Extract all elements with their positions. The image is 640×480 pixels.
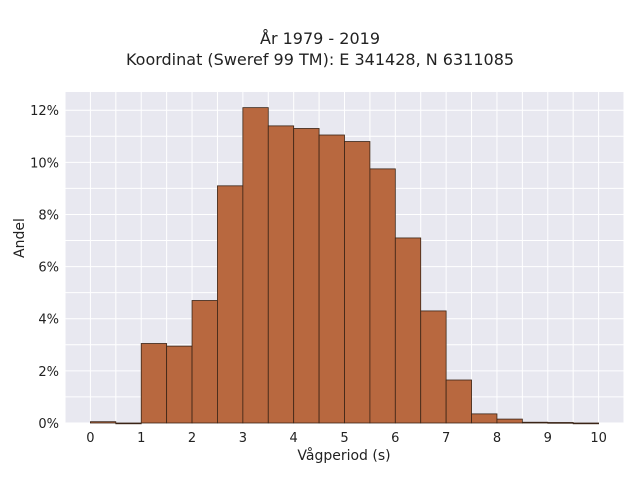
histogram-bar xyxy=(420,310,447,424)
histogram-bar xyxy=(242,107,269,424)
x-tick-label: 8 xyxy=(493,431,501,446)
histogram-bar xyxy=(217,185,244,424)
x-tick-label: 5 xyxy=(340,431,348,446)
histogram-bar xyxy=(344,141,371,424)
histogram-bar xyxy=(140,343,168,424)
x-tick-label: 2 xyxy=(188,431,196,446)
x-tick-label: 4 xyxy=(290,431,298,446)
histogram-bar xyxy=(547,422,574,424)
y-tick-label: 6% xyxy=(38,261,59,276)
histogram-bar xyxy=(521,421,549,424)
x-tick-label: 10 xyxy=(590,431,607,446)
y-tick-label: 0% xyxy=(38,417,59,432)
x-tick-label: 3 xyxy=(239,431,247,446)
histogram-bar xyxy=(166,345,193,424)
y-tick-label: 10% xyxy=(30,156,59,171)
x-tick-label: 0 xyxy=(86,431,94,446)
y-tick-label: 2% xyxy=(38,365,59,380)
y-tick-label: 12% xyxy=(30,104,59,119)
histogram-bar xyxy=(191,300,218,424)
x-tick-label: 6 xyxy=(391,431,399,446)
histogram-bar xyxy=(445,379,472,424)
histogram-bar xyxy=(267,125,295,424)
x-tick-label: 9 xyxy=(544,431,552,446)
histogram-bar xyxy=(293,128,320,424)
histogram-bar xyxy=(572,422,599,425)
histogram-bar xyxy=(496,418,523,424)
histogram-bar xyxy=(318,134,345,424)
histogram-bar xyxy=(369,168,396,424)
histogram-bar xyxy=(115,422,142,425)
histogram-bar xyxy=(471,413,498,424)
histogram-bar xyxy=(90,421,117,424)
x-tick-label: 7 xyxy=(442,431,450,446)
y-tick-label: 8% xyxy=(38,208,59,223)
x-axis-label: Vågperiod (s) xyxy=(297,448,391,464)
y-axis-label: Andel xyxy=(12,218,28,258)
chart-subtitle: Koordinat (Sweref 99 TM): E 341428, N 63… xyxy=(125,50,515,69)
y-tick-label: 4% xyxy=(38,313,59,328)
histogram-bar xyxy=(394,237,422,424)
chart-title: År 1979 - 2019 xyxy=(260,29,380,48)
x-tick-label: 1 xyxy=(137,431,145,446)
